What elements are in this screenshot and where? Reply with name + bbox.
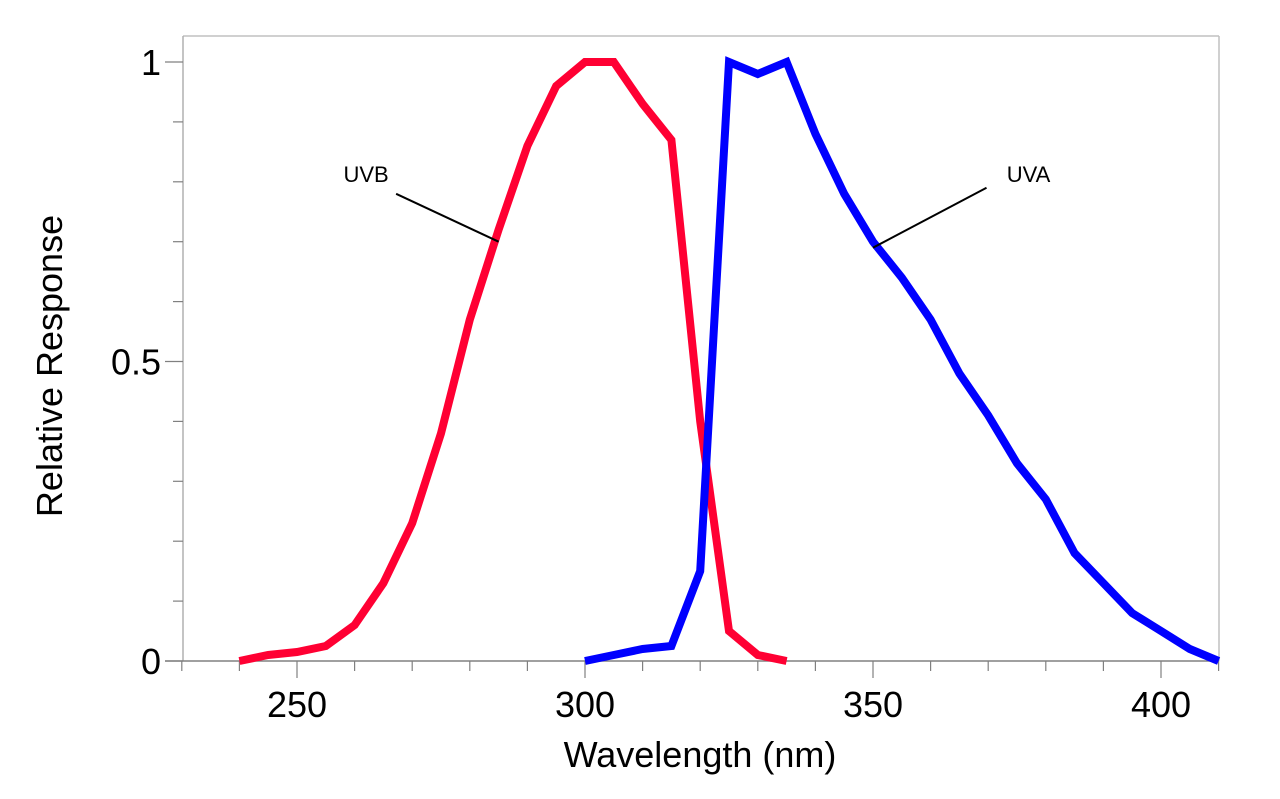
- y-tick-label: 0.5: [111, 342, 161, 383]
- series-line-uvb: [238, 58, 788, 665]
- series-lines: [238, 56, 1221, 665]
- axis-ticks: 250 300 350 400 0 0.5 1: [111, 42, 1220, 725]
- annotation-label-uva: UVA: [1007, 162, 1051, 187]
- annotation-leader-uvb: [395, 192, 500, 243]
- series-line-uva: [584, 56, 1221, 665]
- annotation-label-uvb: UVB: [343, 162, 388, 187]
- x-tick-label: 350: [843, 684, 903, 725]
- y-tick-label: 1: [141, 42, 161, 83]
- annotations: UVB UVA: [343, 162, 1051, 249]
- x-tick-label: 300: [555, 684, 615, 725]
- y-axis-title: Relative Response: [29, 215, 70, 517]
- x-tick-label: 400: [1131, 684, 1191, 725]
- annotation-leader-uva: [872, 186, 987, 249]
- x-axis-title: Wavelength (nm): [564, 734, 837, 775]
- y-tick-label: 0: [141, 641, 161, 682]
- x-tick-label: 250: [267, 684, 327, 725]
- plot-frame: [165, 35, 1220, 662]
